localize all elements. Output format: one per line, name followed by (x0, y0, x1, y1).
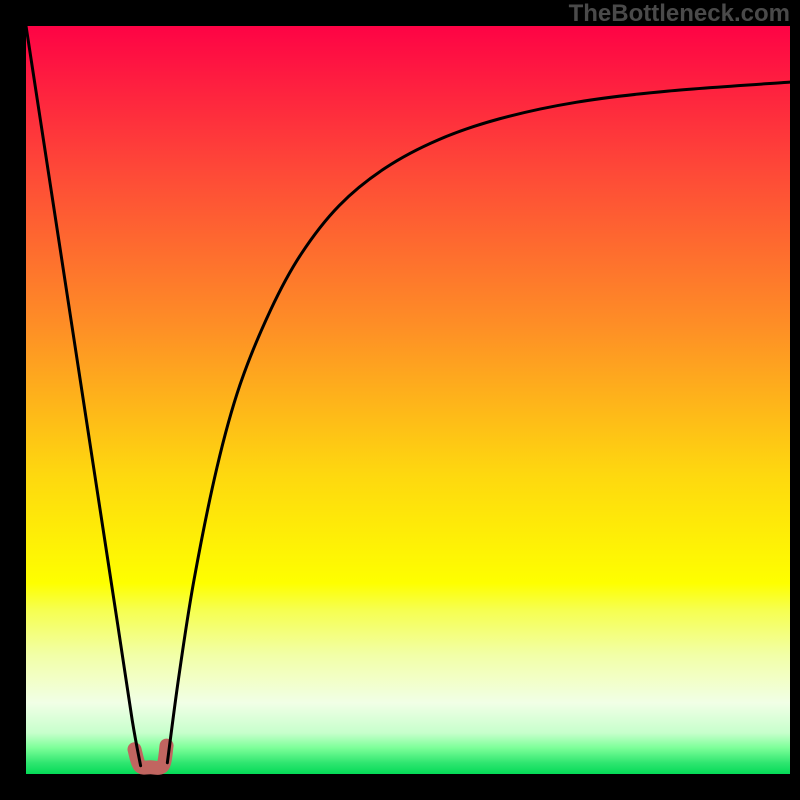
attribution-label: TheBottleneck.com (569, 0, 790, 28)
gradient-background (26, 26, 790, 774)
bottleneck-chart (0, 0, 800, 800)
chart-container: TheBottleneck.com (0, 0, 800, 800)
